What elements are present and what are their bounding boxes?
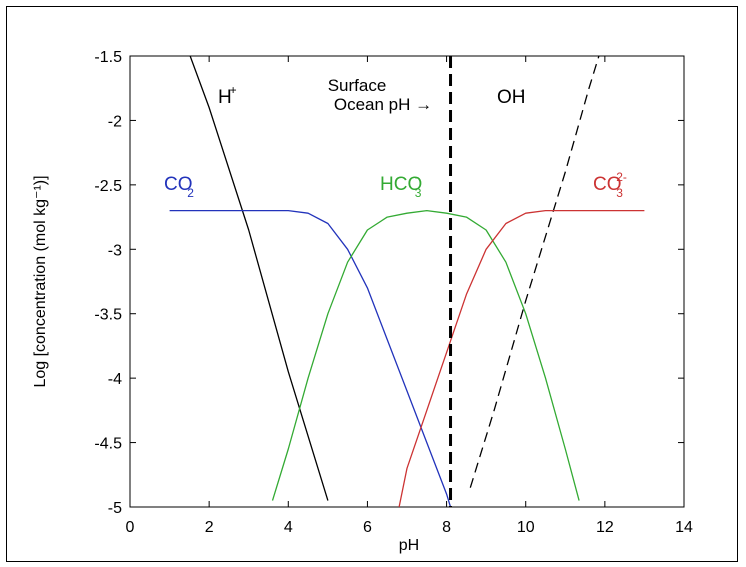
y-tick-label: -1.5 (94, 49, 122, 66)
y-tick-label: -4.5 (94, 436, 122, 453)
y-tick-label: -2 (108, 113, 122, 130)
x-tick-label: 6 (363, 519, 372, 536)
x-axis-label: pH (399, 537, 419, 554)
x-tick-label: 2 (205, 519, 214, 536)
oh-curve (469, 56, 600, 488)
surface-label-line1: Surface (328, 76, 387, 95)
ph-speciation-chart: 0 2 4 6 8 10 12 14-1.5-2-2.5-3-3.5-4-4.5-5pHLog… (32, 49, 693, 554)
co3-label-superscript: 2- (616, 170, 627, 184)
surface-label-line2: Ocean pH → (334, 95, 432, 114)
h-curve (189, 56, 329, 501)
x-tick-label: 14 (675, 519, 693, 536)
plot-curves (169, 56, 645, 507)
y-axis-label: Log [concentration (mol kg⁻¹)] (32, 175, 49, 387)
hco3-label-subscript: 3 (415, 186, 422, 200)
y-tick-label: -3 (108, 242, 122, 259)
h-label-superscript: + (230, 83, 237, 97)
oh-label-superscript: - (520, 83, 524, 97)
hco3-label: HCO (380, 174, 422, 195)
y-tick-label: -5 (108, 500, 122, 517)
y-tick-label: -4 (108, 371, 122, 388)
x-tick-label: 0 (126, 519, 135, 536)
x-tick-label: 10 (517, 519, 535, 536)
co3-label-subscript: 3 (616, 186, 623, 200)
plot-axes: 0 2 4 6 8 10 12 14-1.5-2-2.5-3-3.5-4-4.5-5pHLog… (32, 49, 693, 554)
y-tick-label: -2.5 (94, 178, 122, 195)
hco3-curve (271, 209, 580, 501)
h-label: H (218, 87, 232, 108)
x-tick-label: 12 (596, 519, 614, 536)
y-tick-label: -3.5 (94, 307, 122, 324)
x-tick-label: 8 (442, 519, 451, 536)
co3-curve (398, 209, 645, 507)
hco3-label-superscript: - (415, 170, 419, 184)
co2-label: CO (164, 174, 193, 195)
co2-curve (169, 209, 452, 507)
co3-label: CO (593, 174, 622, 195)
plot-area-border (129, 55, 685, 508)
oh-label: OH (497, 87, 526, 108)
chart-frame: 0 2 4 6 8 10 12 14 -1.5 -2 -2.5 -3 -3.5 -4 -4.5 -5 pH Log… (6, 6, 738, 562)
co2-label-subscript: 2 (187, 186, 194, 200)
x-tick-label: 4 (284, 519, 293, 536)
